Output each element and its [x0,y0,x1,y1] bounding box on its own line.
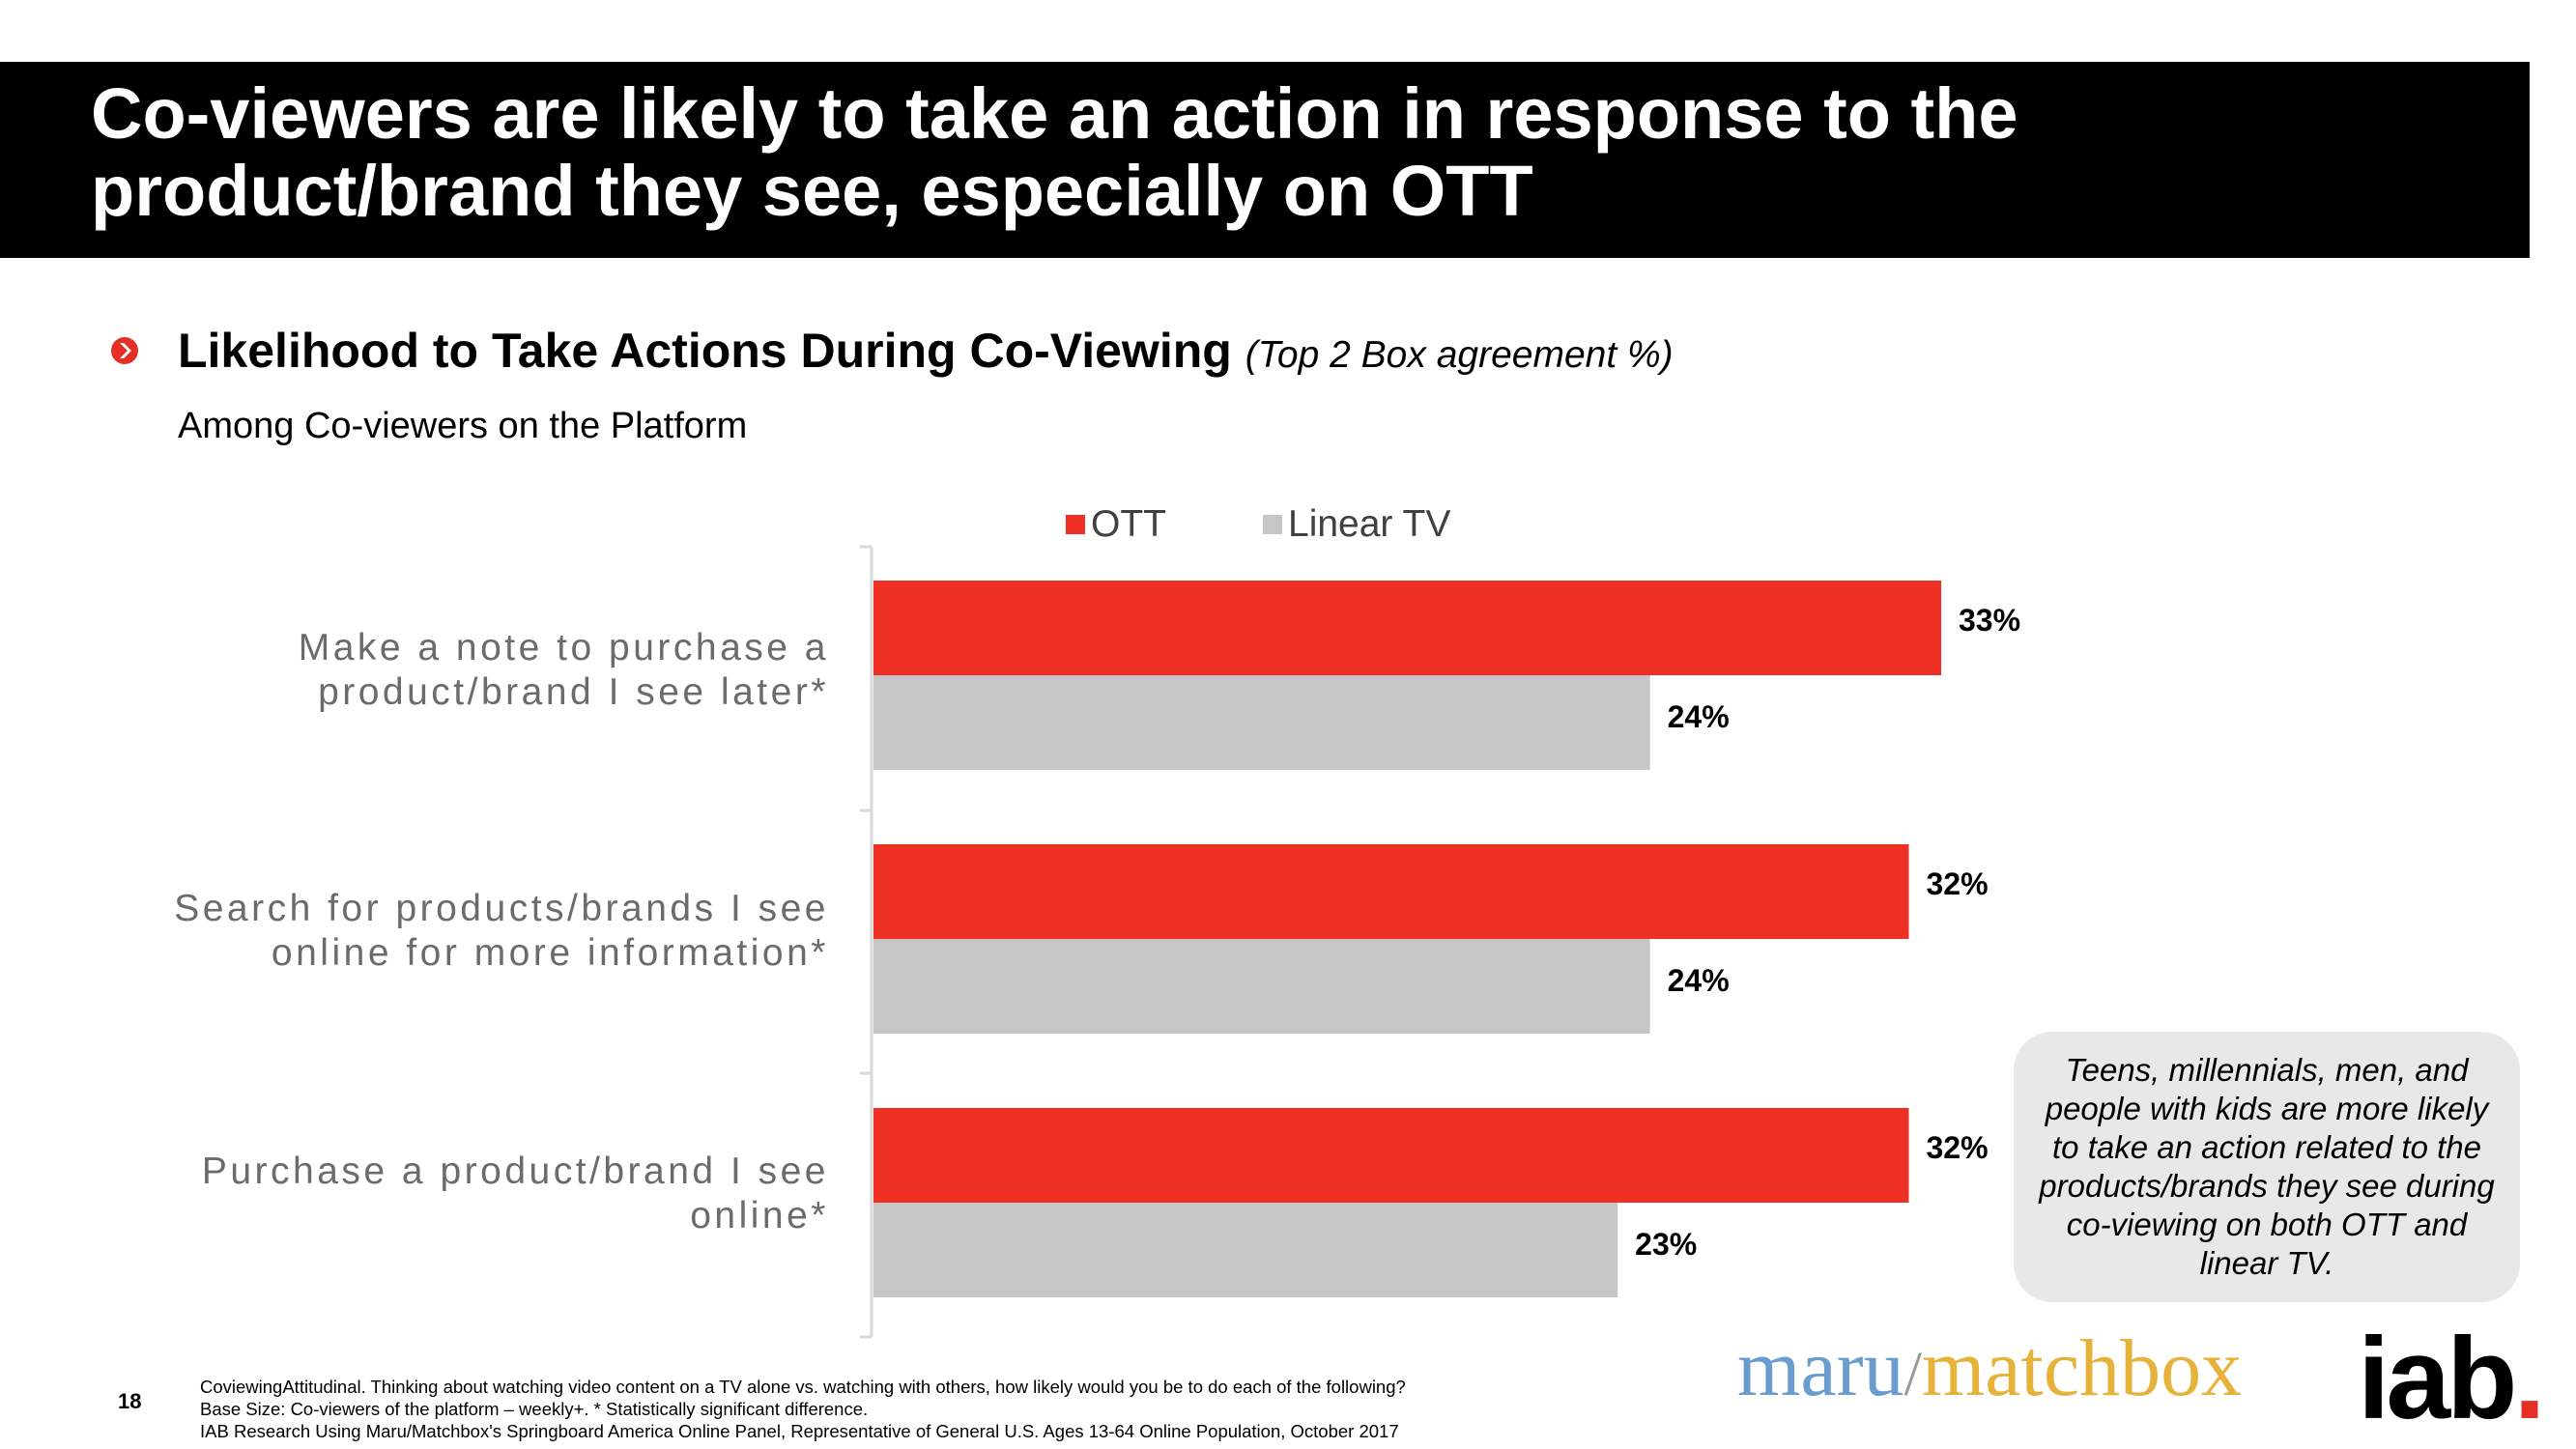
page-title: Co-viewers are likely to take an action … [91,73,2018,231]
chart-heading: Likelihood to Take Actions During Co-Vie… [178,323,1674,384]
category-label: Purchase a product/brand I see online* [202,1150,829,1238]
title-bar [0,62,2530,258]
logo-matchbox: matchbox [1921,1323,2243,1413]
category-label-line: product/brand I see later* [318,671,829,713]
base-label: Among Co-viewers on the Platform [178,406,748,446]
footnote-line: IAB Research Using Maru/Matchbox's Sprin… [200,1421,1399,1441]
callout-box: Teens, millennials, men, and people with… [2014,1032,2520,1302]
legend-item-linear-tv: Linear TV [1263,500,1450,549]
chart-heading-main: Likelihood to Take Actions During Co-Vie… [178,324,1232,378]
legend-item-ott: OTT [1066,500,1166,549]
data-label: 23% [1635,1227,1697,1262]
bar-linear-tv [873,675,1650,770]
logo-iab-dot: . [2513,1314,2545,1443]
category-label-line: Purchase a product/brand I see [201,1151,829,1192]
data-label: 24% [1668,699,1730,734]
bar-ott [873,844,1909,939]
category-label-line: online* [690,1195,829,1236]
category-label: Make a note to purchase a product/brand I… [299,626,829,715]
chart-heading-note: (Top 2 Box agreement %) [1245,334,1674,376]
data-label: 24% [1668,963,1730,998]
footnote-line: CoviewingAttitudinal. Thinking about wat… [200,1377,1406,1397]
bar-ott [873,1108,1909,1203]
iab-logo: iab. [2358,1312,2546,1445]
logo-iab-text: iab [2358,1314,2517,1443]
bar-ott [873,581,1941,675]
category-label: Search for products/brands I see online f… [174,887,829,976]
page-number: 18 [118,1389,142,1413]
legend-swatch-linear-tv [1263,515,1282,534]
chevron-bullet-icon [111,337,138,364]
category-label-line: online for more information* [271,932,829,974]
logo-maru: maru [1737,1323,1904,1413]
legend-swatch-ott [1066,515,1085,534]
data-label: 32% [1927,1130,1989,1165]
callout-text: Teens, millennials, men, and people with… [2039,1052,2495,1281]
category-label-line: Search for products/brands I see [174,888,829,929]
footnote-line: Base Size: Co-viewers of the platform – … [200,1399,869,1419]
category-label-line: Make a note to purchase a [298,627,829,668]
legend-label-linear-tv: Linear TV [1288,503,1451,545]
maru-matchbox-logo: maru/matchbox [1737,1321,2242,1428]
bar-linear-tv [873,1203,1618,1297]
data-label: 33% [1959,603,2020,638]
bar-linear-tv [873,939,1650,1034]
footnotes: CoviewingAttitudinal. Thinking about wat… [200,1376,1406,1442]
data-label: 32% [1927,867,1989,901]
legend-label-ott: OTT [1091,503,1166,545]
logo-slash: / [1903,1339,1922,1409]
